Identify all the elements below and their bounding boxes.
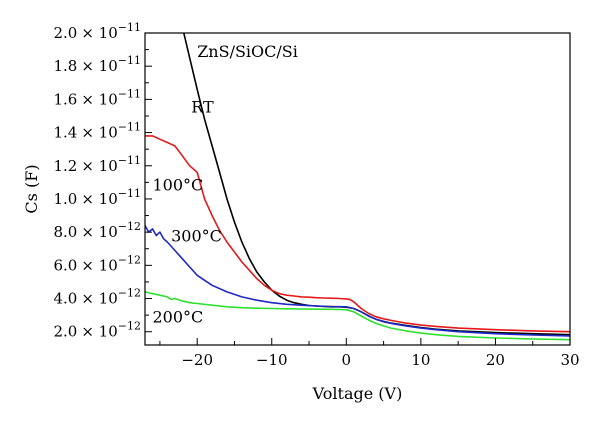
y-tick-label: 2.0 × 10−11 xyxy=(53,21,141,42)
x-tick-label: −10 xyxy=(256,351,288,369)
series-line-1 xyxy=(145,135,570,333)
y-tick-mantissa: 8.0 xyxy=(53,223,77,241)
y-tick-multiplier: × 10 xyxy=(81,124,117,142)
y-tick-mantissa: 1.0 xyxy=(53,190,77,208)
x-tick-label: 30 xyxy=(560,351,579,369)
y-tick-exponent: −12 xyxy=(118,253,141,266)
x-tick-label: 0 xyxy=(342,351,352,369)
y-tick-label: 1.8 × 10−11 xyxy=(53,54,141,75)
y-tick-exponent: −11 xyxy=(118,21,141,34)
y-axis: 2.0 × 10−124.0 × 10−126.0 × 10−128.0 × 10−12… xyxy=(53,21,152,341)
y-tick-mantissa: 1.4 xyxy=(53,124,77,142)
y-tick-multiplier: × 10 xyxy=(81,190,117,208)
y-tick-multiplier: × 10 xyxy=(81,24,117,42)
y-axis-title: Cs (F) xyxy=(22,164,41,213)
y-tick-multiplier: × 10 xyxy=(81,256,117,274)
x-tick-label: 10 xyxy=(411,351,430,369)
series-label-3: 200°C xyxy=(152,308,203,327)
y-tick-multiplier: × 10 xyxy=(81,223,117,241)
series-label-0: RT xyxy=(191,98,214,117)
y-tick-multiplier: × 10 xyxy=(81,57,117,75)
y-tick-label: 1.2 × 10−11 xyxy=(53,154,141,175)
y-tick-exponent: −11 xyxy=(118,121,141,134)
y-tick-exponent: −12 xyxy=(118,320,141,333)
y-tick-multiplier: × 10 xyxy=(81,157,117,175)
y-tick-exponent: −11 xyxy=(118,54,141,67)
plot-lines xyxy=(145,33,570,341)
y-tick-exponent: −12 xyxy=(118,220,141,233)
y-tick-mantissa: 1.8 xyxy=(53,57,77,75)
x-axis: −20 −10 0 10 20 30 xyxy=(159,338,580,369)
y-tick-exponent: −11 xyxy=(118,187,141,200)
y-tick-label: 4.0 × 10−12 xyxy=(53,287,141,308)
y-tick-multiplier: × 10 xyxy=(81,290,117,308)
y-tick-exponent: −11 xyxy=(118,154,141,167)
series-label-2: 300°C xyxy=(171,226,222,245)
y-tick-mantissa: 2.0 xyxy=(53,24,77,42)
y-tick-mantissa: 1.6 xyxy=(53,90,77,108)
y-tick-label: 1.6 × 10−11 xyxy=(53,87,141,108)
y-tick-exponent: −12 xyxy=(118,287,141,300)
y-tick-mantissa: 2.0 xyxy=(53,323,77,341)
series-line-0 xyxy=(183,33,570,336)
y-tick-mantissa: 6.0 xyxy=(53,256,77,274)
y-tick-exponent: −11 xyxy=(118,87,141,100)
x-axis-title: Voltage (V) xyxy=(312,384,403,403)
chart-annotation: ZnS/SiOC/Si xyxy=(197,42,298,61)
y-tick-mantissa: 1.2 xyxy=(53,157,77,175)
series-line-3 xyxy=(145,291,570,341)
y-tick-label: 6.0 × 10−12 xyxy=(53,253,141,274)
x-tick-label: 20 xyxy=(486,351,505,369)
series-label-1: 100°C xyxy=(152,176,203,195)
labels: ZnS/SiOC/Si Voltage (V) Cs (F) RT 100°C 30… xyxy=(22,42,402,403)
y-tick-label: 1.4 × 10−11 xyxy=(53,121,141,142)
y-tick-mantissa: 4.0 xyxy=(53,290,77,308)
series-line-2 xyxy=(145,225,570,337)
y-tick-label: 1.0 × 10−11 xyxy=(53,187,141,208)
y-tick-label: 8.0 × 10−12 xyxy=(53,220,141,241)
y-tick-multiplier: × 10 xyxy=(81,90,117,108)
plot-frame xyxy=(144,32,571,346)
x-tick-label: −20 xyxy=(181,351,213,369)
y-tick-label: 2.0 × 10−12 xyxy=(53,320,141,341)
y-tick-multiplier: × 10 xyxy=(81,323,117,341)
